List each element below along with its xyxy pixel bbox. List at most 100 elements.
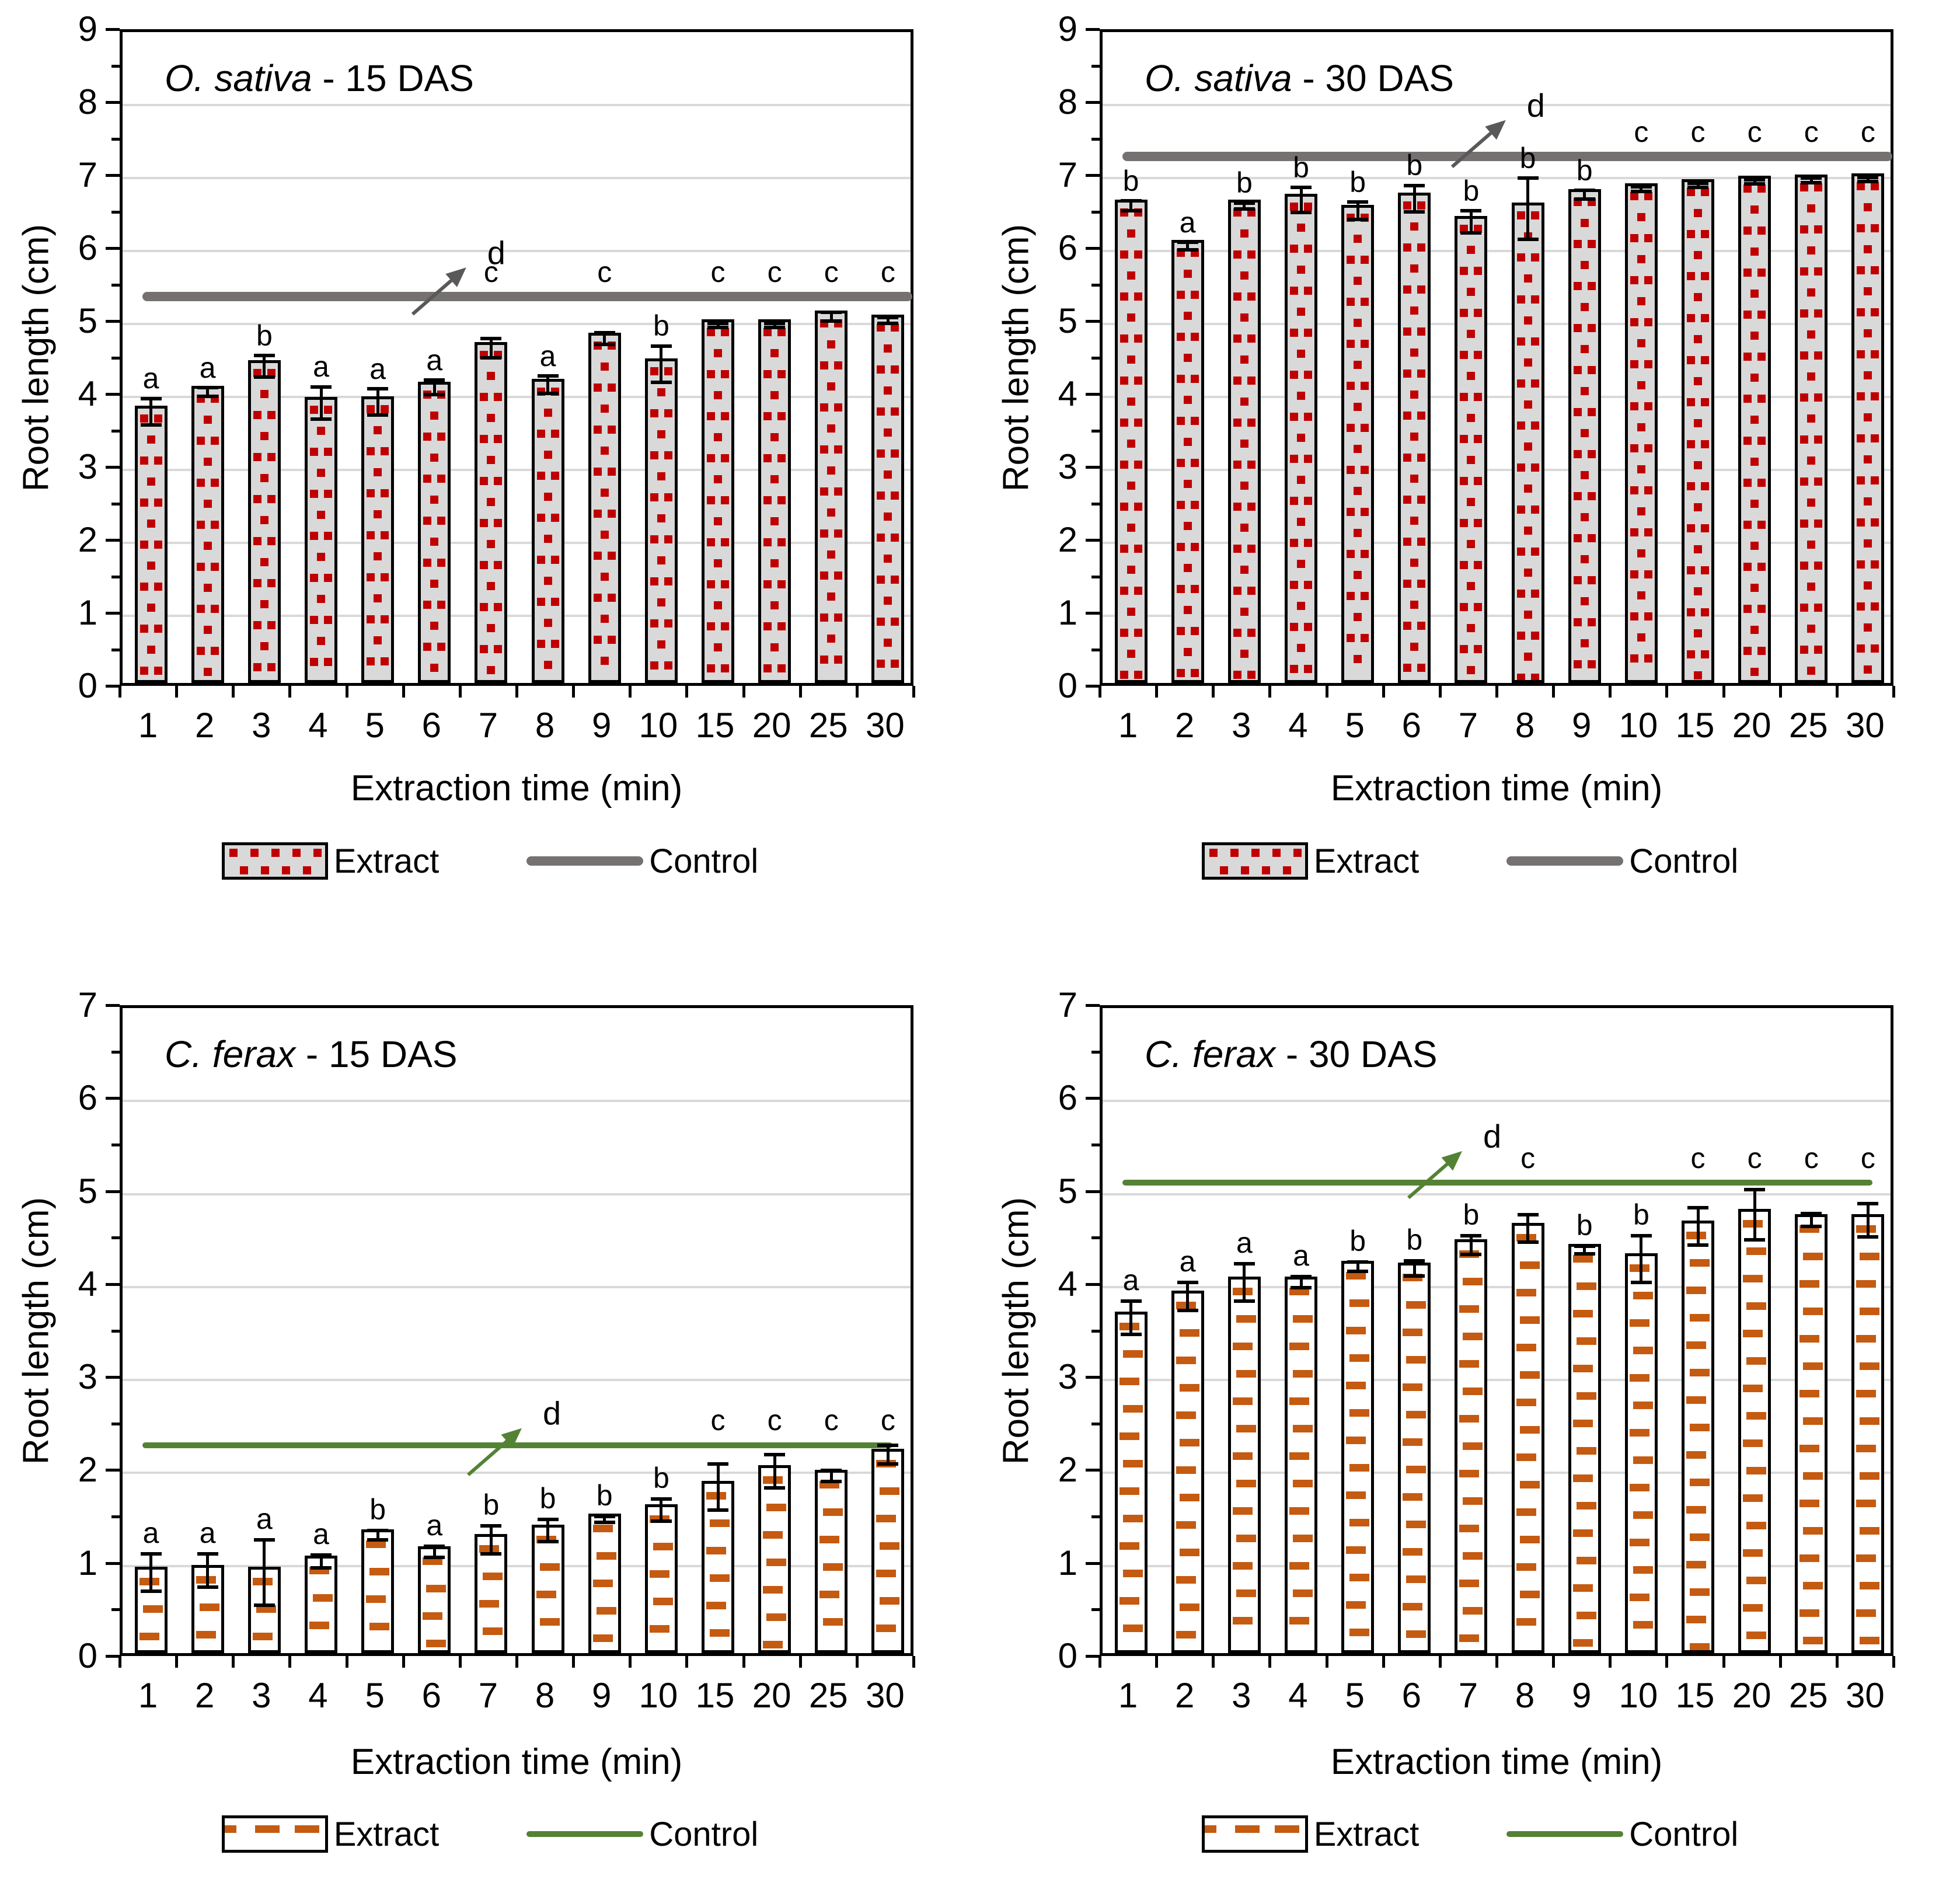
orange-dash — [1860, 1308, 1880, 1315]
red-dot — [196, 437, 205, 445]
red-dot — [1304, 413, 1312, 421]
y-tick-label: 3 — [78, 1357, 97, 1397]
red-dot — [1127, 229, 1135, 238]
red-dot — [550, 640, 559, 648]
red-dot — [1183, 396, 1192, 404]
red-dot — [1410, 601, 1419, 609]
x-tick — [288, 686, 292, 698]
red-dot — [1474, 645, 1483, 653]
red-dot — [1297, 308, 1305, 316]
y-minor-tick — [111, 502, 120, 506]
red-dot — [1190, 333, 1199, 341]
red-dot — [657, 598, 665, 606]
red-dot — [1800, 309, 1809, 318]
red-dot — [480, 561, 489, 569]
orange-dash — [592, 1525, 613, 1532]
x-tick-label: 6 — [1401, 1676, 1421, 1715]
red-dot — [253, 369, 261, 377]
error-bar-cap-bottom — [877, 321, 899, 325]
orange-dash — [139, 1633, 159, 1640]
sig-letter: c — [1860, 115, 1875, 148]
error-bar-line — [1413, 185, 1416, 212]
y-tick-label: 9 — [78, 9, 97, 48]
red-dot — [1864, 203, 1872, 211]
bar-extract-20min — [1738, 176, 1771, 683]
x-tick — [232, 1656, 235, 1668]
red-dot — [1233, 587, 1241, 595]
red-dot — [1347, 508, 1355, 516]
legend-extract-label: Extract — [1313, 1815, 1420, 1853]
bar-extract-15min — [1682, 179, 1714, 683]
orange-dash — [706, 1492, 726, 1500]
red-dot — [1516, 506, 1525, 514]
red-dot — [1119, 292, 1128, 301]
orange-dash — [1403, 1383, 1423, 1391]
orange-dash — [1572, 1584, 1593, 1592]
red-dot — [891, 449, 899, 458]
error-bar-line — [489, 1526, 493, 1554]
orange-dash — [1122, 1405, 1143, 1413]
error-bar-cap-top — [1233, 1262, 1255, 1266]
red-dot — [317, 511, 325, 519]
x-tick — [1835, 1656, 1839, 1668]
red-dot — [763, 328, 772, 336]
sig-letter: a — [1179, 205, 1196, 239]
sig-letter: b — [256, 319, 273, 352]
x-tick — [1835, 686, 1839, 698]
y-minor-tick — [1091, 137, 1100, 141]
red-dot — [777, 454, 786, 462]
y-tick-label: 7 — [78, 985, 97, 1024]
y-tick-label: 4 — [1058, 374, 1077, 413]
red-dot — [381, 405, 389, 413]
orange-dash — [1629, 1484, 1649, 1491]
x-tick-label: 1 — [1118, 706, 1138, 745]
orange-dash — [649, 1625, 669, 1633]
red-dot — [139, 414, 148, 423]
error-bar-cap-top — [367, 1529, 389, 1533]
error-bar-cap-top — [707, 321, 728, 325]
bar-extract-4min — [305, 397, 337, 683]
red-dot — [381, 615, 389, 623]
error-bar-line — [1866, 177, 1870, 182]
red-dot — [1347, 298, 1355, 306]
gridline — [1103, 323, 1891, 325]
red-dot — [1219, 866, 1228, 874]
red-dot — [714, 517, 722, 525]
orange-dash — [1289, 1562, 1309, 1570]
error-bar-line — [1696, 1208, 1700, 1246]
sig-letter: b — [1349, 1224, 1366, 1257]
red-dot — [1354, 445, 1362, 453]
red-dot — [210, 479, 219, 487]
red-dot — [1460, 267, 1469, 275]
red-dot — [1190, 627, 1199, 635]
sig-letter: a — [313, 1517, 329, 1550]
red-dot — [1807, 372, 1816, 381]
red-dot — [1417, 580, 1426, 588]
x-tick-label: 9 — [592, 1676, 612, 1715]
orange-dash — [1289, 1452, 1309, 1460]
red-dot — [1410, 391, 1419, 399]
legend-control-swatch — [1506, 1831, 1624, 1837]
red-dot — [1864, 287, 1872, 295]
red-dot — [1474, 267, 1483, 275]
red-dot — [1127, 566, 1135, 574]
orange-dash — [706, 1547, 726, 1554]
red-dot — [480, 603, 489, 611]
y-tick-label: 5 — [1058, 1171, 1077, 1211]
orange-dash — [1119, 1597, 1139, 1605]
error-bar-cap-bottom — [1687, 1243, 1708, 1247]
x-tick — [1495, 1656, 1498, 1668]
bar-extract-25min — [1795, 1214, 1828, 1653]
red-dot — [891, 323, 899, 332]
red-dot — [1757, 353, 1766, 361]
orange-dash — [1746, 1632, 1767, 1639]
bar-extract-20min — [758, 1465, 791, 1653]
red-dot — [1127, 608, 1135, 616]
y-major-tick — [1086, 393, 1100, 396]
orange-dash — [1349, 1629, 1370, 1636]
red-dot — [657, 430, 665, 438]
red-dot — [1460, 603, 1469, 611]
red-dot — [1587, 282, 1596, 290]
orange-dash — [1176, 1466, 1196, 1474]
error-bar-line — [319, 1554, 323, 1568]
